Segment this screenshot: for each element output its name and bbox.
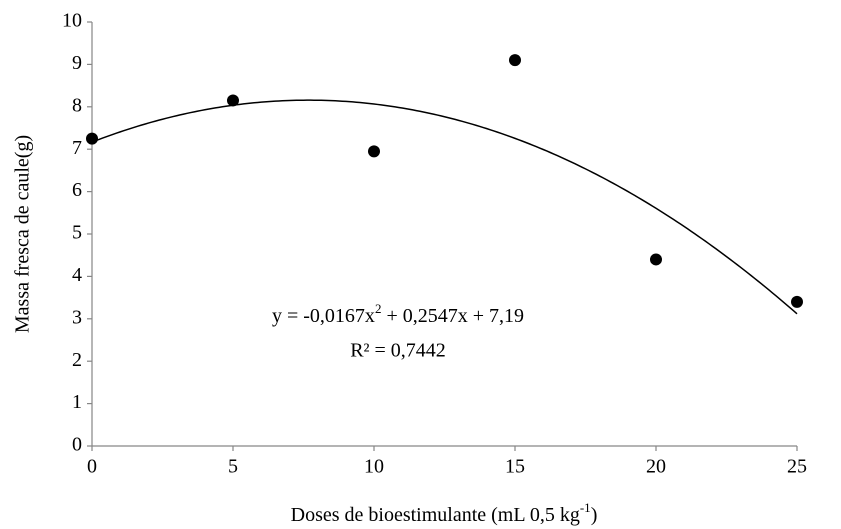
x-tick-label: 25 bbox=[787, 456, 807, 478]
x-axis-label-superscript: -1 bbox=[580, 500, 591, 515]
x-tick-label: 15 bbox=[505, 456, 525, 478]
data-point bbox=[650, 253, 662, 266]
y-tick-label: 0 bbox=[72, 434, 82, 456]
data-point bbox=[368, 145, 380, 158]
x-axis-label: Doses de bioestimulante (mL 0,5 kg-1) bbox=[291, 500, 598, 526]
data-point bbox=[86, 132, 98, 145]
y-tick-label: 1 bbox=[72, 391, 82, 413]
x-tick-label: 20 bbox=[646, 456, 666, 478]
y-tick-label: 8 bbox=[72, 94, 82, 116]
y-tick-label: 10 bbox=[62, 10, 82, 32]
y-tick-label: 2 bbox=[72, 349, 82, 371]
equation-suffix: + 0,2547x + 7,19 bbox=[381, 305, 524, 327]
y-tick-label: 5 bbox=[72, 222, 82, 244]
x-axis-label-text: Doses de bioestimulante (mL 0,5 kg bbox=[291, 504, 580, 526]
r-squared: R² = 0,7442 bbox=[350, 340, 446, 362]
x-axis-label-suffix: ) bbox=[591, 504, 598, 526]
equation-superscript: 2 bbox=[375, 301, 382, 316]
data-point bbox=[791, 295, 803, 308]
equation-text: y = -0,0167x bbox=[272, 305, 375, 327]
trendline-equation: y = -0,0167x2 + 0,2547x + 7,19 bbox=[272, 301, 524, 327]
x-tick-label: 10 bbox=[364, 456, 384, 478]
y-tick-label: 7 bbox=[72, 137, 82, 159]
y-tick-label: 9 bbox=[72, 52, 82, 74]
y-tick-label: 6 bbox=[72, 179, 82, 201]
y-tick-label: 4 bbox=[72, 264, 82, 286]
y-tick-label: 3 bbox=[72, 306, 82, 328]
y-axis-label: Massa fresca de caule(g) bbox=[12, 135, 34, 333]
trendline bbox=[91, 99, 798, 315]
x-tick-label: 0 bbox=[87, 456, 97, 478]
data-point bbox=[227, 94, 239, 107]
x-tick-label: 5 bbox=[228, 456, 238, 478]
data-point bbox=[509, 54, 521, 67]
